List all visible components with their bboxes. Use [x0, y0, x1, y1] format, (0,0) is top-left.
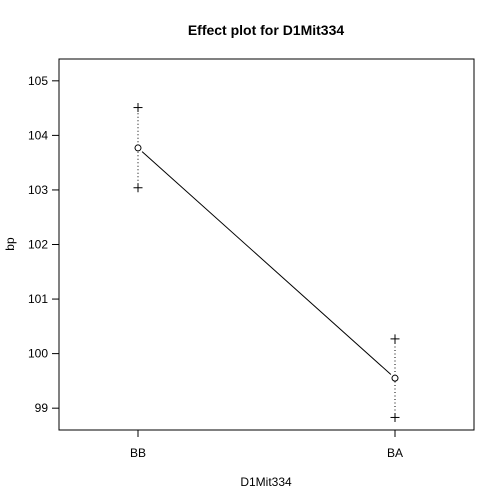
- x-axis-label: D1Mit334: [240, 475, 292, 489]
- y-tick-label: 102: [28, 238, 48, 252]
- plot-frame: [58, 58, 475, 431]
- data-marks: [133, 103, 400, 422]
- y-tick-label: 99: [35, 401, 49, 415]
- y-tick-label: 101: [28, 292, 48, 306]
- upper-bound-marker-bb: [133, 103, 143, 113]
- y-tick-label: 103: [28, 183, 48, 197]
- lower-bound-marker-ba: [390, 412, 400, 422]
- y-tick-label: 105: [28, 74, 48, 88]
- upper-bound-marker-ba: [390, 334, 400, 344]
- chart-title: Effect plot for D1Mit334: [188, 22, 345, 38]
- y-tick-label: 104: [28, 128, 48, 142]
- mean-point-bb: [134, 144, 142, 152]
- x-tick-label: BA: [387, 446, 403, 460]
- y-axis-label: bp: [3, 237, 17, 251]
- x-axis: BB BA: [130, 429, 403, 460]
- y-axis: 99 100 101 102 103 104 105: [28, 74, 60, 415]
- mean-point-ba: [391, 374, 399, 382]
- mean-line: [141, 151, 392, 375]
- y-tick-label: 100: [28, 347, 48, 361]
- lower-bound-marker-bb: [133, 183, 143, 193]
- x-tick-label: BB: [130, 446, 146, 460]
